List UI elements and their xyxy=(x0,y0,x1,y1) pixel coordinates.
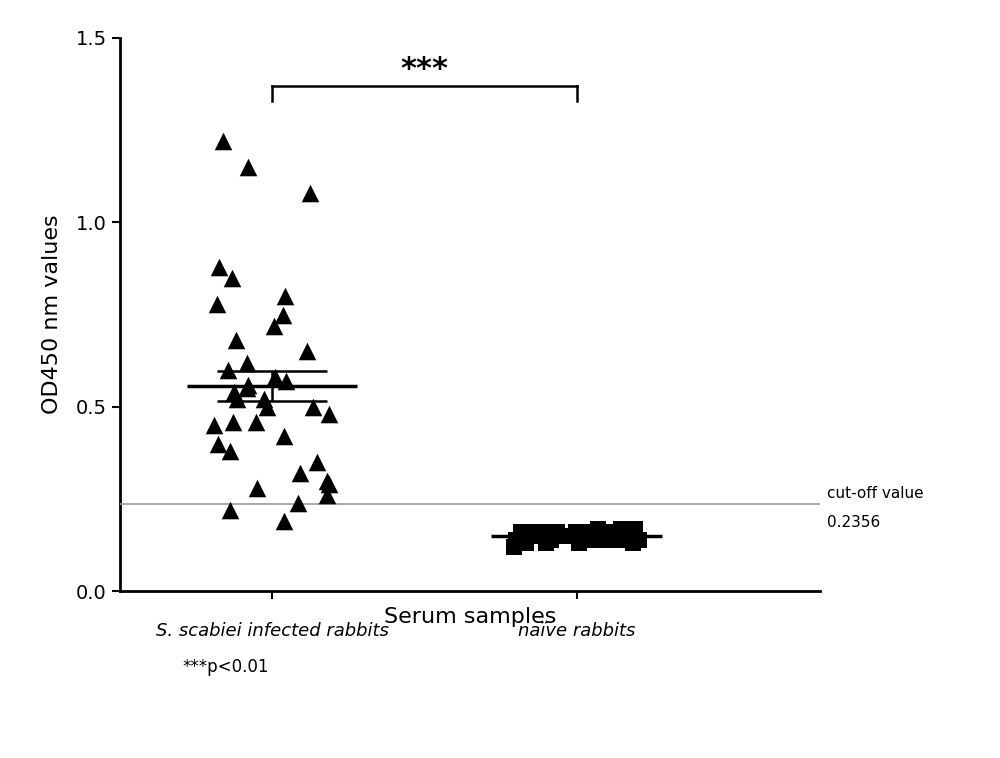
Point xyxy=(278,375,294,387)
Point xyxy=(249,482,265,494)
Point xyxy=(538,537,554,550)
Point xyxy=(276,431,292,443)
Point xyxy=(625,537,641,550)
Point xyxy=(508,534,524,546)
Text: S. scabiei infected rabbits: S. scabiei infected rabbits xyxy=(156,622,389,640)
Point xyxy=(549,526,565,538)
Point xyxy=(539,534,555,546)
Point xyxy=(513,526,529,538)
Point xyxy=(302,186,318,199)
Point xyxy=(605,526,621,538)
Point xyxy=(609,534,625,546)
Point xyxy=(229,393,245,406)
Point xyxy=(220,364,236,376)
Point xyxy=(631,534,647,546)
Point xyxy=(520,526,536,538)
Point xyxy=(256,393,272,406)
Point xyxy=(526,530,542,542)
Point xyxy=(319,489,335,501)
Point xyxy=(222,504,238,516)
Point xyxy=(528,530,544,542)
Point xyxy=(275,309,291,321)
Text: 0.2356: 0.2356 xyxy=(827,515,880,531)
Point xyxy=(613,522,629,534)
Point xyxy=(536,526,552,538)
Point xyxy=(276,515,292,528)
Point xyxy=(210,437,226,449)
Point xyxy=(623,530,639,542)
Point xyxy=(239,382,255,394)
Point xyxy=(222,445,238,457)
Point xyxy=(209,297,225,309)
Point xyxy=(277,290,293,302)
Point xyxy=(590,522,606,534)
Point xyxy=(224,271,240,283)
Point xyxy=(543,534,559,546)
Point xyxy=(248,415,264,428)
Point xyxy=(299,346,315,358)
Point xyxy=(506,541,522,553)
Point xyxy=(575,526,591,538)
Point xyxy=(240,378,256,390)
Point xyxy=(259,401,275,413)
Point xyxy=(226,386,242,398)
Point xyxy=(211,261,227,273)
Text: ***p<0.01: ***p<0.01 xyxy=(183,658,269,675)
Point xyxy=(228,334,244,346)
Point xyxy=(571,537,587,550)
Point xyxy=(309,456,325,468)
Text: ***: *** xyxy=(400,55,448,84)
Point xyxy=(290,496,306,509)
Point xyxy=(206,419,222,431)
Point xyxy=(319,475,335,487)
Point xyxy=(561,530,577,542)
Point xyxy=(240,161,256,173)
Point xyxy=(321,478,337,490)
Y-axis label: OD450 nm values: OD450 nm values xyxy=(42,215,62,415)
Point xyxy=(593,534,609,546)
Point xyxy=(621,530,637,542)
Point xyxy=(627,522,643,534)
Point xyxy=(239,356,255,368)
Point xyxy=(215,135,231,147)
Text: naïve rabbits: naïve rabbits xyxy=(518,622,635,640)
Point xyxy=(554,530,570,542)
Point xyxy=(568,526,584,538)
Point xyxy=(545,526,561,538)
Text: cut-off value: cut-off value xyxy=(827,486,924,501)
Point xyxy=(518,537,534,550)
Point xyxy=(292,467,308,479)
Point xyxy=(321,408,337,420)
Point xyxy=(582,534,598,546)
X-axis label: Serum samples: Serum samples xyxy=(384,606,556,627)
Point xyxy=(266,320,282,332)
Point xyxy=(574,530,590,542)
Point xyxy=(267,371,283,384)
Point xyxy=(305,401,321,413)
Point xyxy=(225,415,241,428)
